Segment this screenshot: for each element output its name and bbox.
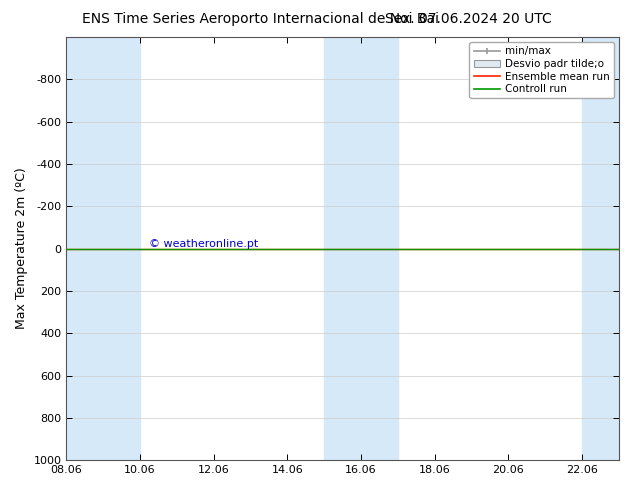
- Text: ENS Time Series Aeroporto Internacional de Noi Bai: ENS Time Series Aeroporto Internacional …: [82, 12, 439, 26]
- Text: © weatheronline.pt: © weatheronline.pt: [149, 239, 259, 248]
- Y-axis label: Max Temperature 2m (ºC): Max Temperature 2m (ºC): [15, 168, 28, 329]
- Bar: [67, 37, 140, 460]
- Legend: min/max, Desvio padr tilde;o, Ensemble mean run, Controll run: min/max, Desvio padr tilde;o, Ensemble m…: [469, 42, 614, 98]
- Text: Sex. 07.06.2024 20 UTC: Sex. 07.06.2024 20 UTC: [385, 12, 552, 26]
- Bar: [324, 37, 398, 460]
- Bar: [582, 37, 619, 460]
